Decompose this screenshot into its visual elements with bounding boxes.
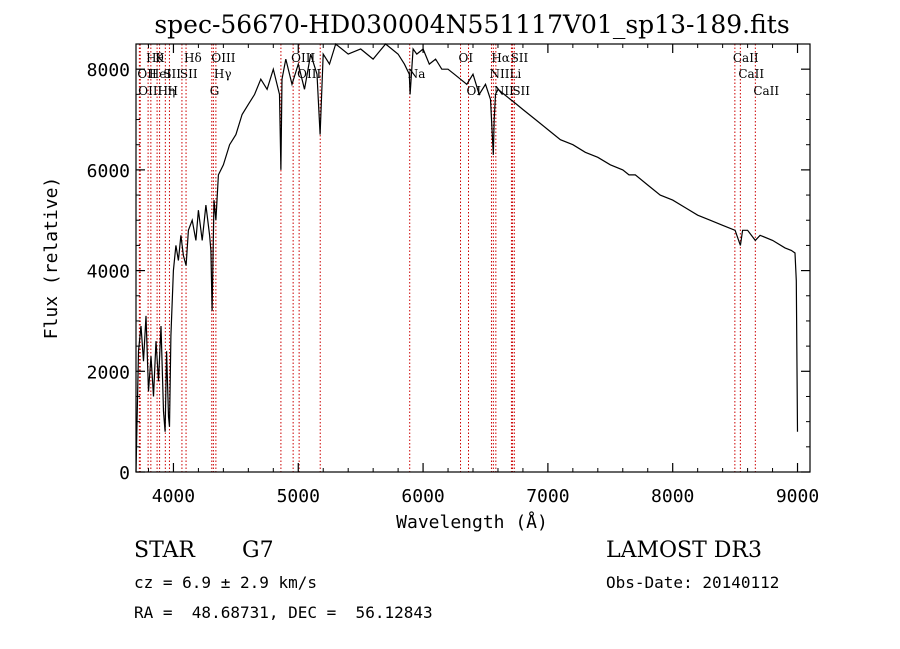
y-tick-label: 2000 (87, 362, 130, 383)
y-tick-label: 6000 (87, 161, 130, 182)
line-marker-label: Hδ (184, 51, 202, 65)
plot-frame (135, 43, 811, 473)
line-marker-label: H (167, 84, 177, 98)
line-marker-label: G (210, 84, 220, 98)
line-marker-label: HeI (149, 67, 172, 81)
line-marker-label: OI (459, 51, 474, 65)
line-marker-label: CaII (738, 67, 764, 81)
coordinates: RA = 48.68731, DEC = 56.12843 (134, 603, 433, 622)
line-marker-label: NII (489, 67, 509, 81)
x-tick-label: 6000 (401, 486, 444, 507)
x-tick-label: 4000 (152, 486, 195, 507)
y-tick-label: 8000 (87, 60, 130, 81)
line-markers (138, 44, 756, 472)
y-axis-label: Flux (relative) (41, 177, 62, 340)
observation-date: Obs-Date: 20140112 (606, 573, 780, 592)
x-tick-label: 8000 (651, 486, 694, 507)
line-marker-label: OI (467, 84, 482, 98)
line-marker-label: SII (512, 84, 530, 98)
line-marker-label: Li (509, 67, 521, 81)
line-marker-label: NII (494, 84, 514, 98)
line-marker-label: OIII (138, 84, 162, 98)
line-marker-label: SII (180, 67, 198, 81)
line-marker-label: Hη (158, 84, 176, 98)
line-marker-label: SII (163, 67, 181, 81)
line-marker-label: OII (137, 67, 157, 81)
survey-name: LAMOST DR3 (606, 538, 762, 563)
line-marker-label: CaII (753, 84, 779, 98)
line-marker-label: CaII (733, 51, 759, 65)
line-marker-label: K (155, 51, 165, 65)
x-tick-label: 5000 (277, 486, 320, 507)
line-marker-label: Na (408, 67, 426, 81)
line-marker-label: Hα (491, 51, 510, 65)
chart-title: spec-56670-HD030004N551117V01_sp13-189.f… (154, 10, 789, 39)
flux-series-line (135, 42, 799, 473)
line-marker-label: OIII (211, 51, 235, 65)
redshift-velocity: cz = 6.9 ± 2.9 km/s (134, 573, 318, 592)
x-axis-ticks: 4000 5000 6000 7000 8000 9000 (147, 44, 819, 507)
line-marker-label: Hθ (146, 51, 164, 65)
object-type: STAR (134, 538, 195, 563)
line-marker-label: SII (511, 51, 529, 65)
line-marker-label: Hγ (214, 67, 232, 81)
y-axis-ticks: 0 2000 4000 6000 8000 (87, 60, 810, 484)
x-tick-label: 9000 (776, 486, 819, 507)
object-subclass: G7 (242, 538, 274, 563)
y-tick-label: 0 (119, 463, 130, 484)
x-tick-label: 7000 (526, 486, 569, 507)
y-tick-label: 4000 (87, 262, 130, 283)
x-axis-label: Wavelength (Å) (396, 511, 548, 533)
